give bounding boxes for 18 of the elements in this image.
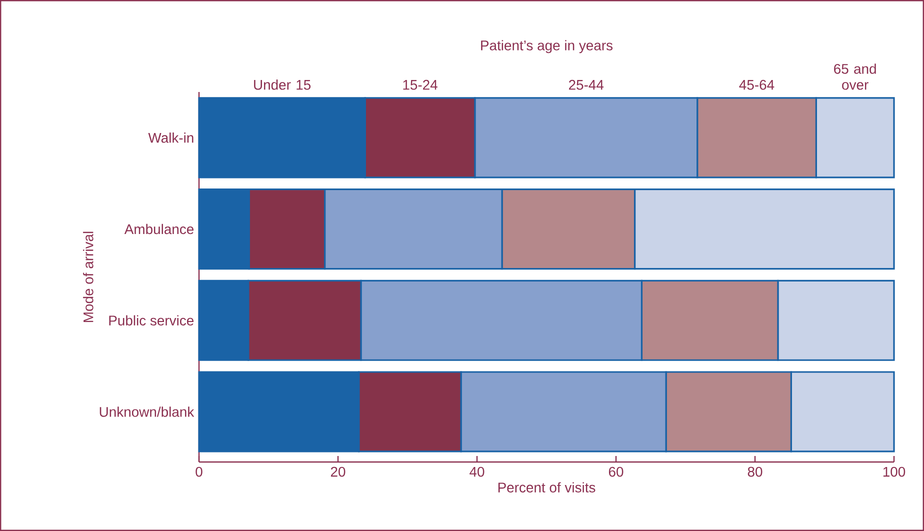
x-tick-label: 0 bbox=[196, 466, 202, 477]
x-tick-label: 60 bbox=[608, 466, 624, 477]
x-tick-label: 20 bbox=[330, 466, 346, 477]
y-tick-label: Public service bbox=[109, 315, 194, 326]
y-axis-title: Mode of arrival bbox=[83, 232, 94, 322]
x-tick-label: 80 bbox=[748, 466, 762, 477]
y-tick-label: Ambulance bbox=[124, 224, 194, 234]
series-label: 15-24 bbox=[403, 80, 438, 90]
series-label: Under 15 bbox=[254, 80, 311, 90]
x-axis-title: Percent of visits bbox=[498, 482, 596, 492]
series-label: 25-44 bbox=[568, 80, 604, 90]
series-label: 45-64 bbox=[739, 80, 774, 90]
x-tick-label: 40 bbox=[470, 466, 484, 477]
y-tick-label: Walk-in bbox=[148, 132, 194, 143]
y-tick-label: Unknown/blank bbox=[100, 406, 194, 417]
series-label: 65 and over bbox=[834, 64, 876, 90]
x-tick-label: 100 bbox=[883, 466, 906, 477]
legend-title: Patient’s age in years bbox=[481, 40, 613, 54]
